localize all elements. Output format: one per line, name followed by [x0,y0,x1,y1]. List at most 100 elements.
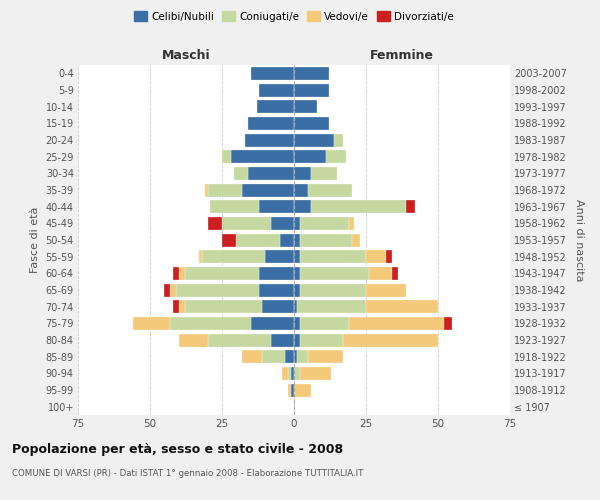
Bar [294,317,300,330]
Bar [248,117,294,130]
Bar [179,334,208,346]
Bar [271,334,294,346]
Bar [392,267,398,280]
Bar [386,250,392,263]
Bar [259,200,294,213]
Bar [259,284,294,296]
Bar [205,184,208,196]
Bar [257,100,294,113]
Y-axis label: Anni di nascita: Anni di nascita [574,198,584,281]
Bar [294,100,317,113]
Bar [251,317,294,330]
Bar [294,117,329,130]
Bar [294,384,311,396]
Bar [300,317,349,330]
Bar [262,350,286,363]
Bar [294,67,329,80]
Bar [251,67,294,80]
Bar [176,284,259,296]
Bar [245,134,294,146]
Bar [294,184,308,196]
Text: Popolazione per età, sesso e stato civile - 2008: Popolazione per età, sesso e stato civil… [12,442,343,456]
Text: Maschi: Maschi [161,48,211,62]
Bar [199,250,202,263]
Bar [294,84,329,96]
Bar [334,134,343,146]
Bar [349,317,444,330]
Text: COMUNE DI VARSI (PR) - Dati ISTAT 1° gennaio 2008 - Elaborazione TUTTITALIA.IT: COMUNE DI VARSI (PR) - Dati ISTAT 1° gen… [12,469,364,478]
Bar [294,167,311,180]
Bar [294,234,300,246]
Bar [294,300,297,313]
Bar [300,284,366,296]
Bar [208,217,222,230]
Bar [294,217,300,230]
Bar [259,267,294,280]
Bar [202,250,265,263]
Bar [300,334,343,346]
Bar [222,234,236,246]
Bar [170,284,176,296]
Bar [133,317,170,330]
Legend: Celibi/Nubili, Coniugati/e, Vedovi/e, Divorziati/e: Celibi/Nubili, Coniugati/e, Vedovi/e, Di… [130,7,458,26]
Bar [349,217,355,230]
Bar [222,150,230,163]
Bar [179,300,185,313]
Bar [242,184,294,196]
Bar [164,284,170,296]
Bar [173,300,179,313]
Bar [230,150,294,163]
Bar [300,267,369,280]
Bar [300,234,352,246]
Bar [262,300,294,313]
Bar [222,217,271,230]
Text: Femmine: Femmine [370,48,434,62]
Bar [352,234,360,246]
Bar [308,184,352,196]
Bar [179,267,185,280]
Bar [300,250,366,263]
Bar [366,250,386,263]
Bar [294,150,326,163]
Bar [366,300,438,313]
Bar [294,334,300,346]
Y-axis label: Fasce di età: Fasce di età [30,207,40,273]
Bar [173,267,179,280]
Bar [265,250,294,263]
Bar [300,217,349,230]
Bar [406,200,415,213]
Bar [208,334,271,346]
Bar [311,200,406,213]
Bar [288,367,291,380]
Bar [343,334,438,346]
Bar [294,134,334,146]
Bar [294,284,300,296]
Bar [326,150,346,163]
Bar [291,367,294,380]
Bar [294,200,311,213]
Bar [291,384,294,396]
Bar [366,284,406,296]
Bar [185,300,262,313]
Bar [170,317,251,330]
Bar [294,367,300,380]
Bar [311,167,337,180]
Bar [297,350,308,363]
Bar [444,317,452,330]
Bar [308,350,343,363]
Bar [294,267,300,280]
Bar [294,350,297,363]
Bar [283,367,288,380]
Bar [297,300,366,313]
Bar [286,350,294,363]
Bar [294,250,300,263]
Bar [248,167,294,180]
Bar [280,234,294,246]
Bar [236,234,280,246]
Bar [271,217,294,230]
Bar [300,367,331,380]
Bar [288,384,291,396]
Bar [185,267,259,280]
Bar [259,84,294,96]
Bar [369,267,392,280]
